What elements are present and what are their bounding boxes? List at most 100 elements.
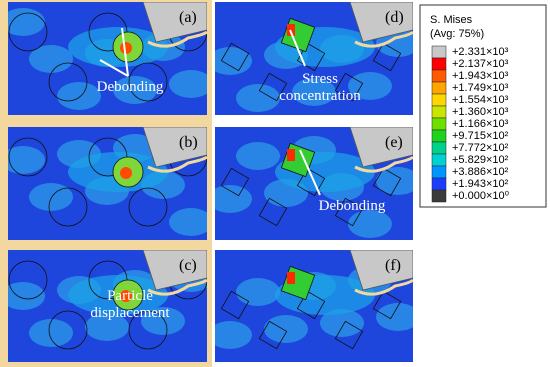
stress-region — [169, 70, 207, 98]
particle — [48, 310, 88, 350]
particle — [258, 320, 288, 350]
stress-region — [8, 282, 45, 310]
chip-edge — [147, 278, 207, 296]
legend-label: +1.943×10² — [452, 178, 509, 190]
cutting-tool — [349, 2, 413, 43]
legend-swatch — [431, 57, 447, 71]
stress-region — [320, 309, 364, 337]
particle — [334, 72, 364, 102]
stress-region — [113, 76, 157, 104]
legend-swatch — [431, 141, 447, 155]
legend-label: +1.554×10³ — [452, 94, 509, 106]
legend-swatch — [431, 93, 447, 107]
chip-edge — [354, 30, 413, 48]
legend-label: +1.166×10³ — [452, 118, 509, 130]
legend-label: +5.829×10² — [452, 154, 509, 166]
cutting-tool — [142, 127, 207, 168]
annotation-arrow — [289, 29, 306, 67]
annotation-arrow — [99, 59, 129, 77]
particle — [372, 42, 402, 72]
annotation-arrow — [121, 27, 129, 77]
particle — [128, 310, 168, 350]
cutting-tool — [142, 250, 207, 291]
particle — [334, 197, 364, 227]
panel-label: (e) — [385, 134, 403, 151]
stress-region — [29, 319, 73, 347]
stress-region — [376, 303, 413, 331]
cutting-tool — [349, 250, 413, 291]
legend-label: +2.331×10³ — [452, 46, 509, 58]
legend-label: +1.943×10³ — [452, 70, 509, 82]
stress-region — [264, 315, 308, 343]
particle — [372, 167, 402, 197]
particle — [48, 62, 88, 102]
annotation-line: Stress — [302, 71, 338, 87]
legend-label: +3.886×10² — [452, 166, 509, 178]
particle — [220, 167, 250, 197]
panel-label: (a) — [179, 9, 197, 26]
legend-swatch — [431, 189, 447, 203]
legend-label: +2.137×10³ — [452, 58, 509, 70]
legend-swatch — [431, 69, 447, 83]
simulation-panel — [8, 2, 207, 115]
particle — [8, 12, 48, 52]
stress-region — [236, 142, 280, 170]
legend-swatch — [431, 153, 447, 167]
legend-swatch — [431, 45, 447, 59]
annotation: Debonding — [97, 79, 164, 95]
particle — [128, 187, 168, 227]
stress-region — [236, 278, 280, 306]
simulation-panel — [8, 127, 207, 240]
annotation-arrow — [299, 149, 321, 196]
cutting-tool — [142, 2, 207, 43]
particle-hot-core — [120, 167, 132, 179]
cutting-tool — [349, 127, 413, 168]
legend-swatch — [431, 81, 447, 95]
legend-swatch — [431, 129, 447, 143]
panel-label: (b) — [179, 134, 198, 151]
legend-swatch — [431, 117, 447, 131]
simulation-panel — [8, 250, 207, 362]
particle-hot-core — [287, 272, 295, 284]
legend-swatch — [431, 165, 447, 179]
annotation-line: concentration — [279, 88, 361, 104]
particle — [8, 137, 48, 177]
particle — [220, 290, 250, 320]
stress-region — [348, 210, 392, 238]
legend-swatch — [431, 177, 447, 191]
particle — [296, 42, 326, 72]
stress-region — [57, 82, 101, 110]
stress-region — [376, 167, 413, 195]
stress-region — [29, 183, 73, 211]
particle — [48, 187, 88, 227]
panel-label: (d) — [385, 9, 404, 26]
legend-label: +7.772×10² — [452, 142, 509, 154]
particle — [258, 197, 288, 227]
annotation-line: displacement — [90, 305, 170, 321]
stress-region — [141, 307, 185, 335]
stress-region — [169, 208, 207, 236]
legend-label: +0.000×10⁰ — [452, 190, 510, 202]
simulation-panel — [215, 250, 413, 362]
stress-region — [215, 47, 252, 75]
stress-region — [29, 45, 73, 73]
stress-region — [292, 78, 336, 106]
particle-hot-core — [120, 42, 132, 54]
legend-label: +1.749×10³ — [452, 82, 509, 94]
stress-region — [85, 313, 129, 341]
panels: (a) (b) (c) (d) (e) (f) Debonding Particle displ… — [8, 2, 413, 362]
particle — [258, 72, 288, 102]
stress-region — [236, 84, 280, 112]
legend-label: +1.360×10³ — [452, 106, 509, 118]
particle — [296, 167, 326, 197]
legend-subtitle: (Avg: 75%) — [430, 28, 484, 40]
particle-hot-core — [287, 149, 295, 161]
annotation-line: Particle — [107, 288, 153, 304]
particle — [220, 42, 250, 72]
legend-swatch — [431, 105, 447, 119]
annotation: Particle displacement — [90, 288, 170, 321]
simulation-panel — [215, 2, 413, 115]
legend: +2.331×10³+2.137×10³+1.943×10³+1.749×10³… — [431, 45, 510, 203]
